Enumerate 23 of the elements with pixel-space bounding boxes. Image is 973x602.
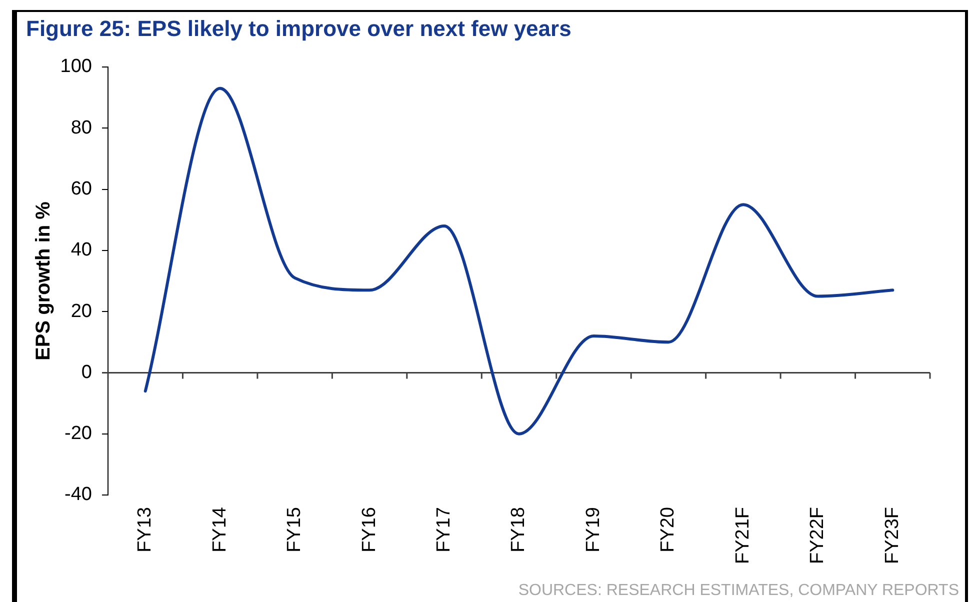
y-tick-label: 60 — [70, 178, 92, 200]
x-tick-label: FY17 — [434, 507, 455, 552]
y-tick-label: 20 — [70, 300, 92, 322]
x-tick-label: FY21F — [732, 507, 754, 564]
y-tick-label: 0 — [81, 362, 92, 383]
x-tick-label: FY15 — [284, 507, 306, 552]
chart-title: Figure 25: EPS likely to improve over next few years — [26, 16, 572, 42]
y-tick-label: 80 — [70, 117, 92, 138]
x-tick-label: FY20 — [658, 507, 679, 552]
x-tick-label: FY16 — [358, 507, 380, 552]
x-tick-label: FY18 — [508, 507, 530, 552]
y-tick-label: 100 — [60, 56, 92, 78]
y-tick-label: 40 — [70, 240, 92, 261]
y-axis-title: EPS growth in % — [32, 201, 55, 360]
line-series — [144, 86, 894, 436]
x-tick-label: FY22F — [807, 507, 828, 564]
x-tick-label: FY19 — [582, 507, 604, 552]
y-tick-label: -40 — [64, 484, 92, 506]
source-note: SOURCES: RESEARCH ESTIMATES, COMPANY REPORTS — [518, 582, 959, 600]
x-tick-label: FY14 — [209, 506, 230, 552]
y-tick-label: -20 — [64, 423, 92, 444]
x-tick-label: FY13 — [134, 507, 156, 552]
x-tick-label: FY23F — [882, 507, 903, 564]
